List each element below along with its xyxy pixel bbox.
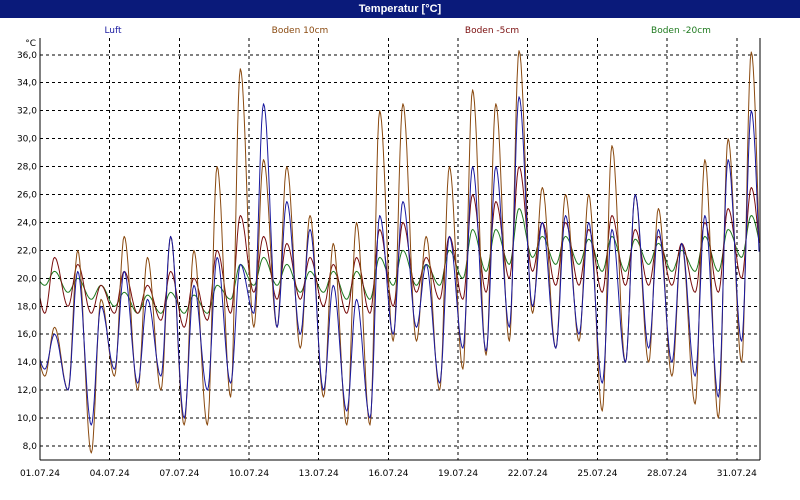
y-tick-label: 12,0 [17,386,37,396]
series-line-boden-20cm [39,208,760,314]
chart-title: Temperatur [°C] [0,0,800,18]
y-tick-label: 20,0 [17,274,37,284]
legend-label: Luft [104,26,122,36]
y-tick-label: 14,0 [17,358,37,368]
x-tick-label: 28.07.24 [647,469,687,479]
x-tick-label: 19.07.24 [438,469,478,479]
axes [39,38,761,461]
series-line-boden-10cm [39,50,760,454]
y-tick-label: 24,0 [17,218,37,228]
y-tick-label: 10,0 [17,414,37,424]
legend-label: Boden -20cm [651,26,711,36]
x-tick-label: 16.07.24 [368,469,408,479]
x-tick-label: 04.07.24 [90,469,130,479]
x-tick-label: 13.07.24 [299,469,339,479]
y-tick-label: 18,0 [17,302,37,312]
y-tick-label: 32,0 [17,107,37,117]
y-tick-label: 26,0 [17,191,37,201]
temperature-chart: 8,0 10,0 12,0 14,0 16,0 18,0 20,0 22,0 24,0 26,0 2… [17,26,761,479]
x-tick-label: 31.07.24 [717,469,757,479]
labels: 8,0 10,0 12,0 14,0 16,0 18,0 20,0 22,0 24,0 26,0 2… [17,26,757,479]
x-tick-label: 22.07.24 [508,469,548,479]
y-tick-label: 30,0 [17,135,37,145]
y-tick-label: 8,0 [23,442,38,452]
y-tick-label: 16,0 [17,330,37,340]
grid [40,38,760,460]
y-tick-label: 36,0 [17,51,37,61]
legend-label: Boden 10cm [272,26,329,36]
y-unit-label: °C [25,39,36,49]
x-tick-label: 07.07.24 [159,469,199,479]
y-tick-label: 28,0 [17,163,37,173]
series-layer [39,50,760,454]
y-tick-label: 22,0 [17,246,37,256]
y-tick-label: 34,0 [17,79,37,89]
x-tick-label: 10.07.24 [229,469,269,479]
legend-label: Boden -5cm [465,26,519,36]
x-tick-label: 01.07.24 [20,469,60,479]
series-line-luft [39,96,760,426]
x-tick-label: 25.07.24 [577,469,617,479]
